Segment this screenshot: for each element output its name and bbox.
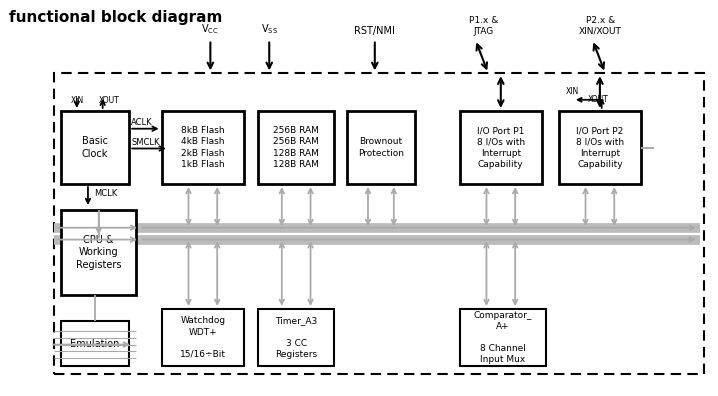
Text: 256B RAM
256B RAM
128B RAM
128B RAM: 256B RAM 256B RAM 128B RAM 128B RAM: [274, 126, 319, 169]
Bar: [162, 309, 244, 366]
Bar: [54, 73, 704, 374]
Text: Timer_A3

3 CC
Registers: Timer_A3 3 CC Registers: [275, 316, 317, 359]
Text: Brownout
Protection: Brownout Protection: [358, 137, 404, 158]
Text: V$_\mathregular{CC}$: V$_\mathregular{CC}$: [202, 22, 219, 36]
Text: XOUT: XOUT: [99, 96, 120, 105]
Text: XIN: XIN: [566, 87, 579, 96]
Bar: [460, 111, 542, 184]
Text: CPU &
Working
Registers: CPU & Working Registers: [76, 235, 121, 270]
Text: Comparator_
A+

8 Channel
Input Mux: Comparator_ A+ 8 Channel Input Mux: [473, 311, 532, 364]
Text: ACLK: ACLK: [131, 118, 153, 127]
Text: P1.x &
JTAG: P1.x & JTAG: [469, 16, 498, 36]
Text: Watchdog
WDT+

15/16÷Bit: Watchdog WDT+ 15/16÷Bit: [180, 316, 226, 359]
Bar: [559, 111, 641, 184]
Text: Basic
Clock: Basic Clock: [82, 136, 108, 159]
Bar: [258, 111, 334, 184]
Text: V$_\mathregular{SS}$: V$_\mathregular{SS}$: [261, 22, 278, 36]
Bar: [61, 210, 136, 295]
Bar: [460, 309, 546, 366]
Text: I/O Port P2
8 I/Os with
Interrupt
Capability: I/O Port P2 8 I/Os with Interrupt Capabi…: [576, 126, 624, 169]
Text: P2.x &
XIN/XOUT: P2.x & XIN/XOUT: [579, 16, 622, 36]
Text: XIN: XIN: [71, 96, 84, 105]
Text: XOUT: XOUT: [587, 95, 608, 104]
Text: functional block diagram: functional block diagram: [9, 10, 223, 25]
Bar: [162, 111, 244, 184]
Text: 8kB Flash
4kB Flash
2kB Flash
1kB Flash: 8kB Flash 4kB Flash 2kB Flash 1kB Flash: [181, 126, 225, 169]
Text: MCLK: MCLK: [93, 188, 117, 198]
Text: Emulation: Emulation: [70, 339, 120, 348]
Text: SMCLK: SMCLK: [131, 137, 160, 147]
Text: RST/NMI: RST/NMI: [355, 26, 395, 36]
Bar: [61, 321, 129, 366]
Text: I/O Port P1
8 I/Os with
Interrupt
Capability: I/O Port P1 8 I/Os with Interrupt Capabi…: [477, 126, 525, 169]
Bar: [61, 111, 129, 184]
Bar: [347, 111, 415, 184]
Bar: [258, 309, 334, 366]
